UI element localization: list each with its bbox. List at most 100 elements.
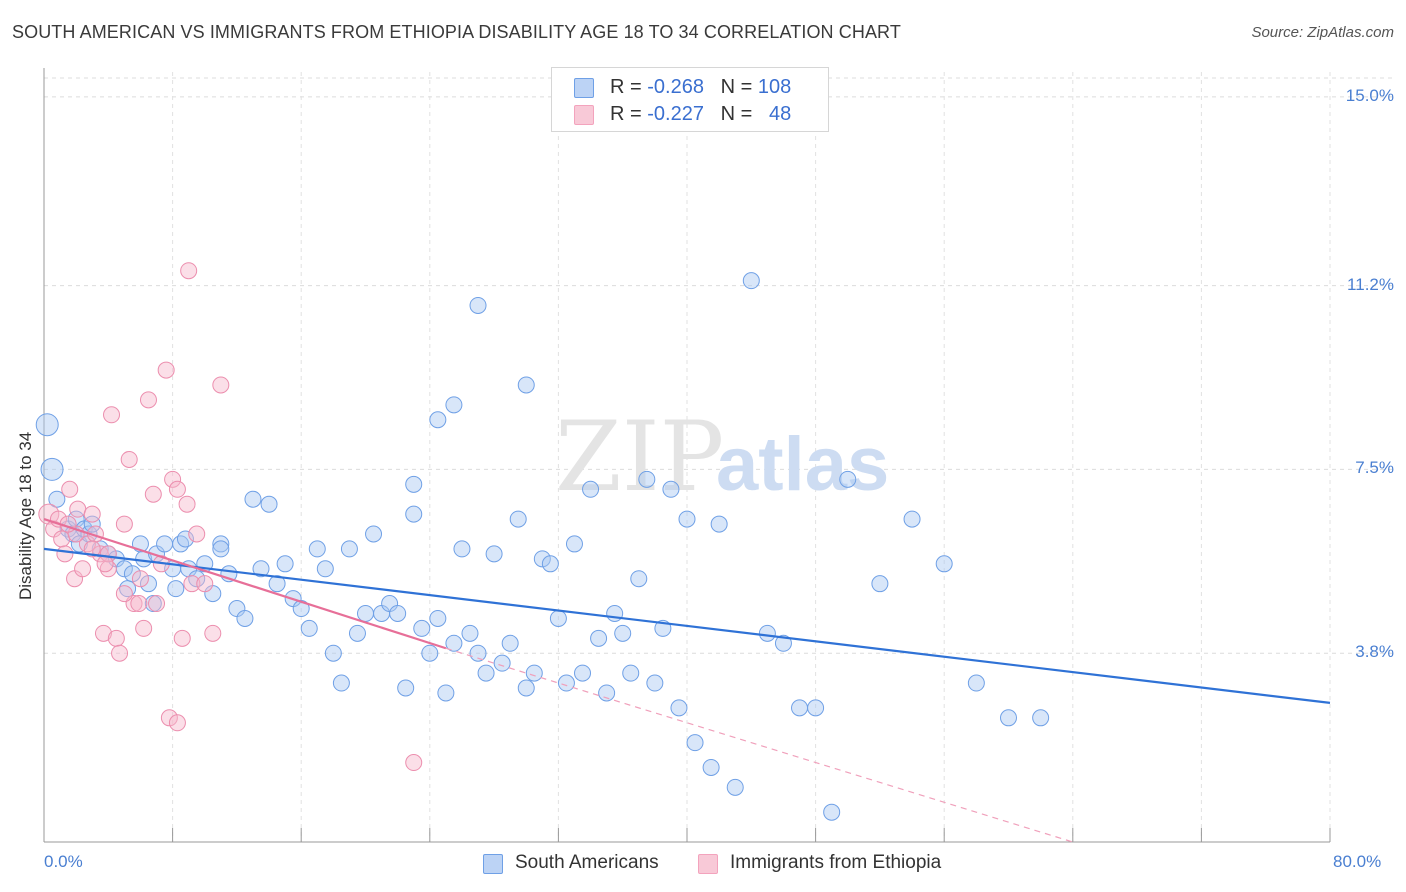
point-south-american (445, 634, 463, 652)
point-south-american (324, 644, 342, 662)
trend-line-ethiopia (43, 518, 447, 650)
point-south-american (774, 634, 792, 652)
legend-n-value: 48 (769, 103, 792, 125)
point-ethiopia (135, 619, 153, 637)
point-ethiopia (53, 530, 71, 548)
point-south-american (236, 609, 254, 627)
legend-swatch-pink (698, 854, 718, 874)
point-south-american (176, 530, 194, 548)
point-south-american (702, 758, 720, 776)
point-south-american (156, 535, 174, 553)
point-south-american (807, 699, 825, 717)
point-ethiopia (120, 450, 138, 468)
point-ethiopia (111, 644, 129, 662)
trend-line-south-americans (43, 547, 1331, 704)
point-ethiopia (157, 361, 175, 379)
source-label[interactable]: Source: ZipAtlas.com (1251, 24, 1394, 41)
point-ethiopia (144, 485, 162, 503)
point-south-american (172, 535, 190, 553)
point-south-american (413, 619, 431, 637)
point-ethiopia (196, 575, 214, 593)
watermark-zip: ZIP (555, 401, 724, 513)
point-south-american (477, 664, 495, 682)
point-south-american (316, 560, 334, 578)
point-south-american (308, 540, 326, 558)
point-south-american (445, 396, 463, 414)
point-south-american (397, 679, 415, 697)
point-ethiopia (405, 754, 423, 772)
point-ethiopia (56, 545, 74, 563)
point-south-american (83, 515, 101, 533)
point-south-american (123, 565, 141, 583)
point-ethiopia (130, 595, 148, 613)
gridlines (44, 72, 1395, 842)
point-south-american (686, 734, 704, 752)
point-south-american (260, 495, 278, 513)
point-south-american (485, 545, 503, 563)
x-tick-label-max: 80.0% (1333, 852, 1382, 871)
point-ethiopia (83, 505, 101, 523)
point-south-american (405, 475, 423, 493)
point-south-american (791, 699, 809, 717)
point-south-american (340, 540, 358, 558)
point-south-american (453, 540, 471, 558)
point-south-american (365, 525, 383, 543)
point-south-american (461, 624, 479, 642)
point-ethiopia (69, 500, 87, 518)
point-south-american (525, 664, 543, 682)
point-south-american (389, 604, 407, 622)
point-south-american (501, 634, 519, 652)
point-south-american (533, 550, 551, 568)
chart-title: SOUTH AMERICAN VS IMMIGRANTS FROM ETHIOP… (12, 22, 901, 42)
point-south-american (662, 480, 680, 498)
legend-swatch-pink (574, 105, 594, 125)
point-south-american (357, 604, 374, 622)
point-south-american (469, 296, 487, 314)
point-south-american (1032, 709, 1050, 727)
point-south-american (726, 778, 744, 796)
point-south-american (670, 699, 688, 717)
watermark-atlas: atlas (716, 422, 889, 507)
point-south-american (40, 457, 64, 481)
point-ethiopia (83, 540, 101, 558)
legend-r-value: -0.268 (647, 76, 704, 98)
point-south-american (429, 411, 447, 429)
point-south-american (1000, 709, 1017, 727)
legend-n-value: 108 (757, 76, 792, 98)
point-south-american (630, 570, 648, 588)
point-south-american (557, 674, 575, 692)
point-south-american (590, 629, 608, 647)
legend-label-south-americans: South Americans (515, 852, 659, 873)
legend-n-label: N = (720, 103, 758, 125)
series-ethiopia (38, 262, 423, 772)
point-ethiopia (168, 714, 186, 732)
point-ethiopia (178, 495, 196, 513)
point-south-american (742, 272, 760, 290)
point-south-american (493, 654, 511, 672)
point-ethiopia (204, 624, 222, 642)
axes (43, 68, 1331, 843)
y-tick-label: 7.5% (1355, 458, 1394, 478)
point-south-american (871, 575, 889, 593)
point-ethiopia (115, 515, 133, 533)
point-south-american (429, 609, 447, 627)
legend-r-label: R = (610, 76, 648, 98)
point-ethiopia (180, 262, 198, 280)
y-tick-label: 15.0% (1345, 85, 1394, 105)
point-south-american (517, 376, 535, 394)
point-ethiopia (38, 503, 60, 525)
legend-r-value: -0.227 (647, 103, 704, 125)
point-ethiopia (131, 570, 149, 588)
point-south-american (268, 575, 286, 593)
point-south-american (421, 644, 439, 662)
point-ethiopia (99, 560, 117, 578)
point-south-american (300, 619, 318, 637)
legend-swatch-blue (574, 78, 594, 98)
point-south-american (598, 684, 616, 702)
point-south-american (188, 570, 206, 588)
point-south-american (509, 510, 527, 528)
point-south-american (276, 555, 294, 573)
point-south-american (292, 600, 310, 618)
point-south-american (405, 505, 423, 523)
